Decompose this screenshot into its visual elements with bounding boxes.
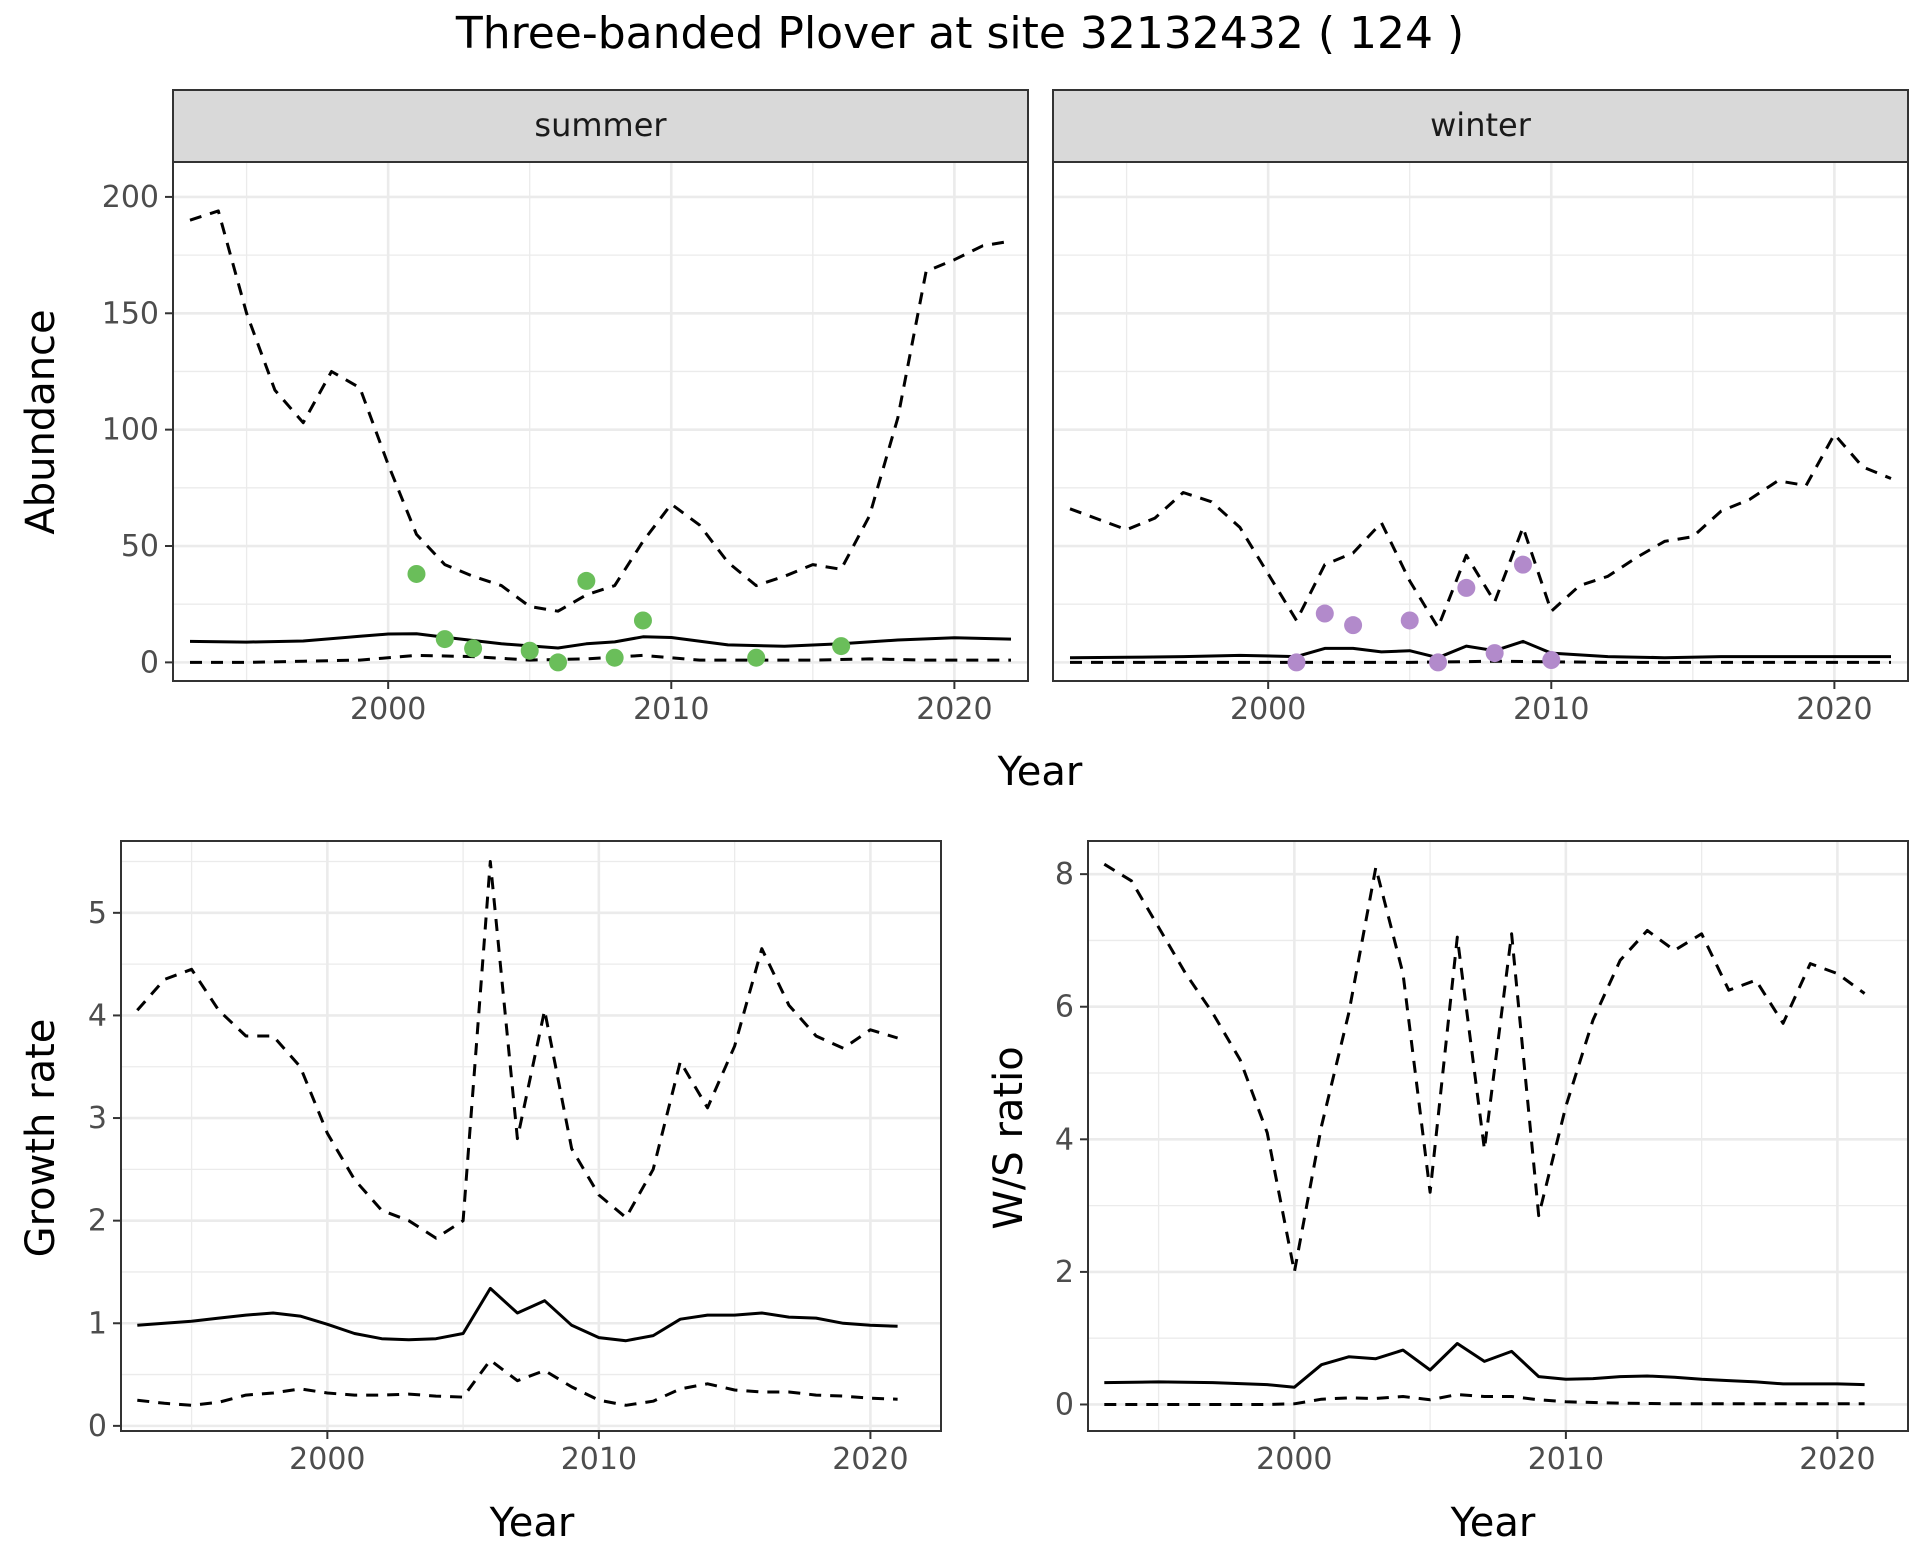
- y-tick-label: 50: [121, 529, 159, 564]
- x-tick-label: 2010: [1528, 1442, 1604, 1477]
- facet-strip-label: summer: [534, 106, 667, 144]
- x-tick-label: 2010: [1513, 692, 1589, 727]
- series-line-estimate: [137, 1286, 898, 1343]
- plot-area: [1053, 162, 1908, 681]
- data-point: [1513, 555, 1532, 574]
- x-tick-label: 2000: [289, 1442, 365, 1477]
- plot-area: [121, 841, 941, 1431]
- panel-abundance-summer: 2000 2010 2020 0 50 100 150 200 summer: [102, 89, 1029, 727]
- data-point: [1542, 651, 1561, 670]
- x-tick-label: 2010: [633, 692, 709, 727]
- data-point: [549, 653, 568, 672]
- data-point: [1457, 578, 1476, 597]
- panel-abundance-winter: 2000 2010 2020 winter: [1052, 89, 1909, 727]
- x-tick-label: 2020: [916, 692, 992, 727]
- series-line-estimate: [1069, 639, 1891, 660]
- data-point: [1287, 653, 1306, 672]
- data-point: [1429, 653, 1448, 672]
- y-tick-label: 0: [140, 645, 159, 680]
- x-tick-label: 2020: [1799, 1442, 1875, 1477]
- figure-title: Three-banded Plover at site 32132432 ( 1…: [455, 8, 1464, 59]
- data-point: [1315, 604, 1334, 623]
- series-line-lower: [1070, 659, 1891, 664]
- series-line-upper: [189, 209, 1012, 613]
- series-line-upper: [136, 860, 899, 1240]
- y-tick-label: 1: [88, 1306, 107, 1341]
- data-point: [1344, 616, 1363, 635]
- growth-x-axis-title: Year: [489, 1500, 575, 1546]
- y-tick-label: 6: [1055, 990, 1074, 1025]
- series-line-upper: [1069, 432, 1892, 629]
- series-line-lower: [1104, 1393, 1865, 1406]
- y-tick-label: 100: [102, 413, 159, 448]
- panel-border: [120, 840, 942, 1432]
- panel-ws-ratio: 2000 2010 2020 0 2 4 6 8: [1055, 840, 1909, 1477]
- ws-y-axis-title: W/S ratio: [986, 1046, 1032, 1229]
- ws-x-axis-title: Year: [1450, 1500, 1536, 1546]
- y-tick-label: 200: [102, 180, 159, 215]
- y-tick-label: 8: [1055, 857, 1074, 892]
- data-point: [435, 630, 454, 649]
- y-tick-label: 150: [102, 296, 159, 331]
- data-point: [832, 637, 851, 656]
- y-tick-label: 3: [88, 1101, 107, 1136]
- x-tick-label: 2020: [1796, 692, 1872, 727]
- y-tick-label: 4: [1055, 1122, 1074, 1157]
- facet-strip: [1052, 89, 1909, 163]
- panel-growth-rate: 2000 2010 2020 0 1 2 3 4 5: [88, 840, 942, 1477]
- series-line-estimate: [1104, 1342, 1865, 1389]
- y-tick-label: 2: [1055, 1255, 1074, 1290]
- plot-area: [173, 162, 1028, 681]
- data-point: [1485, 644, 1504, 663]
- x-tick-label: 2020: [832, 1442, 908, 1477]
- growth-y-axis-title: Growth rate: [18, 1019, 64, 1258]
- series-line-lower: [137, 1358, 898, 1407]
- x-tick-label: 2010: [561, 1442, 637, 1477]
- abundance-y-axis-title: Abundance: [18, 309, 64, 534]
- y-tick-label: 0: [88, 1409, 107, 1444]
- facet-strip: [172, 89, 1029, 163]
- x-tick-label: 2000: [350, 692, 426, 727]
- data-point: [747, 648, 766, 667]
- y-tick-label: 4: [88, 998, 107, 1033]
- x-tick-label: 2000: [1230, 692, 1306, 727]
- y-tick-label: 5: [88, 896, 107, 931]
- data-point: [1400, 611, 1419, 630]
- x-tick-label: 2000: [1256, 1442, 1332, 1477]
- data-point: [633, 611, 652, 630]
- data-point: [520, 641, 539, 660]
- data-point: [605, 648, 624, 667]
- panel-border: [1087, 840, 1909, 1432]
- y-tick-label: 2: [88, 1204, 107, 1239]
- plot-area: [1088, 841, 1908, 1431]
- data-point: [464, 639, 483, 658]
- y-tick-label: 0: [1055, 1387, 1074, 1422]
- data-point: [407, 564, 426, 583]
- abundance-x-axis-title: Year: [997, 749, 1083, 795]
- facet-strip-label: winter: [1430, 106, 1532, 144]
- series-line-lower: [190, 653, 1011, 664]
- data-point: [577, 571, 596, 590]
